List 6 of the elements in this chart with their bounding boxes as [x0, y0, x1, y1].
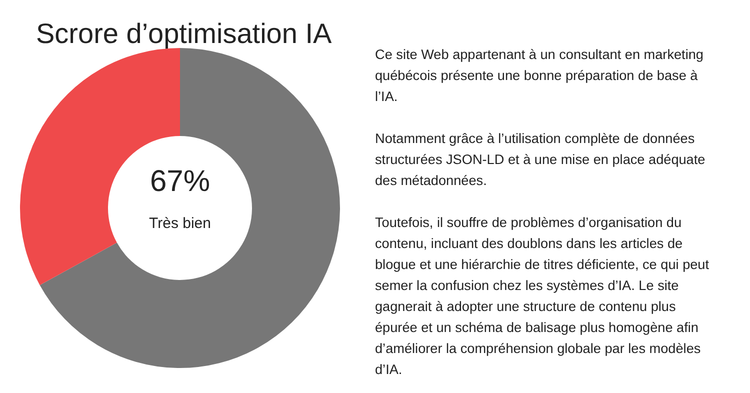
- text: Très bien: [148, 215, 212, 232]
- text: Ce site Web appartenant à un consultant en marketing québécois présente une bonne préparation de base à l’IA.: [375, 46, 704, 106]
- text: Toutefois, il souffre de problèmes d’organisation du contenu, incluant des doublons dans les articles de blogue et une hiérarchie de titres déficiente, ce qui peut semer la confusion chez les systèmes d’IA. Le site gagnerait à adopter une structure de contenu plus épurée et un schéma de balisage plus homogène afin d’améliorer la compréhension globale par les modèles d’IA.: [375, 214, 710, 379]
- text: Notamment grâce à l’utilisation complète de données structurées JSON-LD et à une mise en place adéquate des métadonnées.: [375, 130, 706, 190]
- chart-title: Scrore d’optimisation IA: [36, 18, 332, 50]
- data-label: 67%: [148, 165, 212, 199]
